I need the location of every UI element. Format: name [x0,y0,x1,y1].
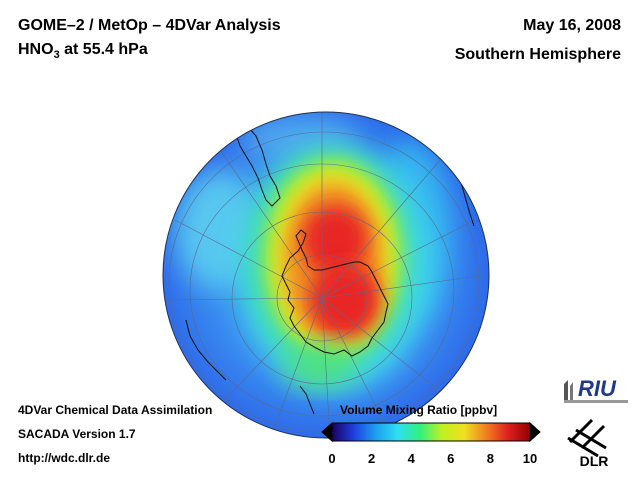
hemisphere-label: Southern Hemisphere [454,46,621,63]
colorbar-scale [331,422,531,442]
plot-title: GOME–2 / MetOp – 4DVar Analysis [18,17,281,34]
globe-outline [162,111,490,439]
graticule [164,112,486,438]
footer-version: SACADA Version 1.7 [18,427,136,441]
footer-method: 4DVar Chemical Data Assimilation [18,403,213,417]
australia-coastline [185,319,227,381]
colorbar-over-arrow [529,421,541,443]
analysis-date: May 16, 2008 [523,17,621,34]
colorbar-tick-label: 8 [486,451,495,466]
colorbar-tick-label: 0 [328,451,336,466]
dlr-emblem-icon [567,418,607,458]
hno3-field [163,112,489,438]
dlr-logo: DLR [562,412,626,475]
colorbar-tick-label: 10 [522,451,538,466]
footer-url[interactable]: http://wdc.dlr.de [18,451,110,465]
colorbar-tick-label: 4 [407,451,415,466]
colorbar-tick-label: 6 [447,451,455,466]
riu-cathedral-icon [564,380,568,400]
riu-logo-text: RIU [578,376,617,401]
species-subscript: 3 [53,49,60,62]
species-name: HNO [18,41,54,58]
pressure-level: at 55.4 hPa [59,41,148,58]
new-zealand-coastline [299,385,315,415]
riu-logo: RIU [560,372,632,411]
colorbar-under-arrow [321,421,333,443]
antarctica-coastline [281,229,389,357]
species-level-title: HNO3 at 55.4 hPa [18,41,148,61]
dlr-logo-text: DLR [580,453,609,469]
colorbar-tick-label: 2 [367,451,376,466]
colorbar-title: Volume Mixing Ratio [ppbv] [340,403,498,417]
